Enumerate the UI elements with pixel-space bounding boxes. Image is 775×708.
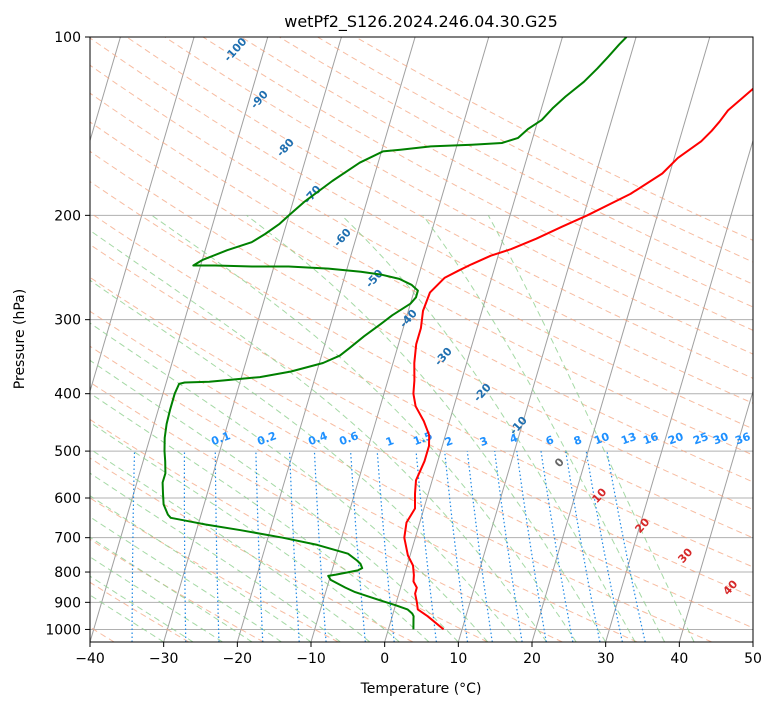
x-tick-label: −40 bbox=[75, 651, 105, 667]
moist-adiabat-line bbox=[90, 322, 489, 642]
mixing-ratio-line bbox=[350, 451, 366, 642]
dry-adiabat-line bbox=[90, 121, 753, 483]
temperature-profile-line bbox=[403, 87, 753, 631]
moist-adiabat-line bbox=[90, 392, 430, 642]
chart-title: wetPf2_S126.2024.246.04.30.G25 bbox=[284, 12, 558, 32]
mixing-ratio-label: 0.4 bbox=[306, 429, 329, 448]
mixing-ratio-line bbox=[466, 451, 493, 642]
x-tick-label: 50 bbox=[744, 651, 762, 667]
isotherm-line bbox=[236, 37, 416, 642]
mixing-ratio-label: 25 bbox=[691, 430, 710, 447]
x-tick-label: 30 bbox=[597, 651, 615, 667]
dry-adiabat-line bbox=[90, 310, 712, 642]
y-tick-label: 500 bbox=[54, 444, 81, 460]
mixing-ratio-line bbox=[565, 451, 601, 642]
y-tick-label: 400 bbox=[54, 387, 81, 403]
x-tick-label: 20 bbox=[523, 651, 541, 667]
mixing-ratio-label: 6 bbox=[544, 433, 556, 448]
isotherm-line bbox=[90, 37, 269, 642]
moist-adiabat-line bbox=[90, 359, 459, 642]
moist-adiabat-line bbox=[90, 421, 400, 642]
isotherm-line bbox=[90, 37, 195, 394]
dry-adiabat-line bbox=[240, 37, 753, 308]
y-axis: 1000 900 800 700 600 500 400 300 200 100 bbox=[45, 30, 90, 638]
x-tick-label: 40 bbox=[670, 651, 688, 667]
mixing-ratio-label: 13 bbox=[619, 430, 638, 447]
y-tick-label: 300 bbox=[54, 313, 81, 329]
dry-adiabat-line bbox=[90, 457, 414, 642]
isotherm-line bbox=[163, 37, 342, 642]
moist-adiabat-line bbox=[487, 215, 695, 642]
plot-frame bbox=[89, 36, 754, 643]
mixing-ratio-label: 20 bbox=[666, 430, 685, 448]
isotherm-line bbox=[457, 37, 637, 642]
mixing-ratio-label: 16 bbox=[641, 430, 660, 448]
x-axis-label: Temperature (°C) bbox=[360, 681, 482, 697]
mixing-ratio-line bbox=[444, 451, 469, 642]
mixing-ratio-label: 2 bbox=[443, 434, 455, 449]
mixing-ratio-line bbox=[415, 451, 437, 642]
moist-adiabat-line bbox=[341, 214, 636, 642]
x-tick-label: 10 bbox=[449, 651, 467, 667]
dry-adiabat-line bbox=[90, 150, 753, 511]
x-tick-label: −10 bbox=[296, 651, 326, 667]
dry-adiabat-line bbox=[90, 581, 190, 642]
moist-adiabat-line bbox=[90, 279, 518, 642]
moist-adiabat-line bbox=[90, 472, 341, 642]
mixing-ratio-label: 1 bbox=[384, 434, 396, 449]
dry-adiabat-line bbox=[90, 92, 753, 456]
dry-adiabat-line bbox=[90, 180, 753, 539]
dry-adiabat-line bbox=[90, 538, 264, 642]
mixing-ratio-label: 10 bbox=[592, 430, 611, 448]
mixing-ratio-line bbox=[494, 451, 523, 642]
dry-adiabat-line bbox=[126, 37, 753, 379]
dry-adiabat-line bbox=[90, 212, 753, 568]
x-axis: −40 −30 −20 −10 0 10 20 30 40 50 bbox=[75, 642, 762, 667]
dry-adiabat-line bbox=[279, 37, 753, 285]
isotherm-line bbox=[678, 389, 753, 642]
y-tick-label: 100 bbox=[54, 30, 81, 46]
mixing-ratio-line bbox=[585, 450, 623, 642]
moist-adiabat-line bbox=[90, 448, 371, 642]
y-axis-label: Pressure (hPa) bbox=[12, 289, 28, 389]
mixing-ratio-label: 0.6 bbox=[337, 429, 360, 448]
isotherm-line bbox=[384, 37, 563, 642]
isotherm-line bbox=[531, 37, 711, 642]
mixing-ratio-label: 0.1 bbox=[209, 429, 232, 448]
mixing-ratio-line bbox=[376, 451, 395, 642]
y-tick-label: 700 bbox=[54, 531, 81, 547]
y-tick-label: 1000 bbox=[45, 622, 81, 638]
mixing-ratio-label: 3 bbox=[478, 434, 490, 449]
y-tick-label: 600 bbox=[54, 491, 81, 507]
isotherm-line bbox=[605, 138, 753, 642]
mixing-ratio-label: 30 bbox=[711, 430, 730, 448]
mixing-ratio-label: 4 bbox=[508, 431, 520, 446]
mixing-ratio-label: 0.2 bbox=[255, 429, 278, 448]
mixing-ratio-label: 8 bbox=[572, 433, 584, 448]
dry-adiabat-line bbox=[90, 418, 488, 642]
isotherm-line bbox=[310, 37, 490, 642]
dry-adiabat-line bbox=[90, 243, 753, 598]
y-tick-label: 800 bbox=[54, 565, 81, 581]
dry-adiabat-line bbox=[90, 345, 638, 642]
y-tick-label: 900 bbox=[54, 595, 81, 611]
x-tick-label: −20 bbox=[223, 651, 253, 667]
mixing-ratio-line bbox=[516, 451, 547, 642]
mixing-ratio-line bbox=[606, 450, 646, 642]
dry-adiabat-line bbox=[164, 37, 753, 355]
y-tick-label: 200 bbox=[54, 208, 81, 224]
moist-adiabat-line bbox=[151, 214, 577, 642]
dewpoint-profile-line bbox=[161, 37, 628, 630]
sounding-series bbox=[161, 37, 753, 631]
dry-adiabat-line bbox=[90, 276, 753, 629]
x-tick-label: −30 bbox=[149, 651, 179, 667]
moist-adiabat-line bbox=[90, 495, 312, 642]
x-tick-label: 0 bbox=[380, 651, 389, 667]
moist-adiabat-line bbox=[90, 229, 548, 642]
isotherm-line bbox=[90, 37, 121, 143]
mixing-ratio-label: 36 bbox=[733, 430, 752, 448]
moist-adiabat-line bbox=[246, 214, 607, 642]
background-lines bbox=[90, 37, 753, 642]
